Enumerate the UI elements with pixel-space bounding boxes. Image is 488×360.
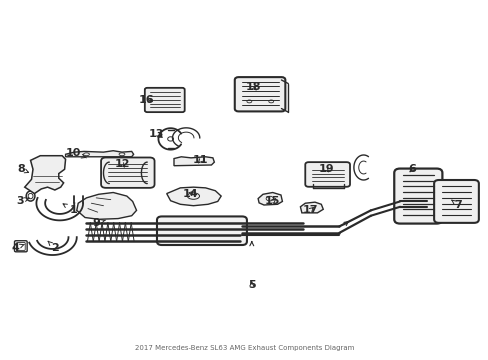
Polygon shape	[300, 202, 323, 213]
FancyBboxPatch shape	[157, 216, 246, 245]
Text: 4: 4	[11, 243, 24, 253]
Text: 15: 15	[264, 197, 280, 206]
Text: 9: 9	[92, 218, 105, 228]
FancyBboxPatch shape	[393, 168, 442, 224]
Polygon shape	[65, 151, 133, 157]
FancyBboxPatch shape	[234, 77, 285, 111]
Polygon shape	[174, 157, 214, 166]
Polygon shape	[166, 187, 221, 206]
Text: 18: 18	[245, 82, 261, 92]
Text: 13: 13	[148, 129, 163, 139]
Text: 17: 17	[302, 205, 317, 215]
Text: 12: 12	[114, 159, 129, 169]
Text: 5: 5	[247, 280, 255, 291]
Text: 8: 8	[17, 164, 28, 174]
Text: 3: 3	[16, 197, 29, 206]
FancyBboxPatch shape	[305, 162, 349, 187]
Text: 7: 7	[451, 200, 461, 210]
Text: 6: 6	[407, 164, 415, 174]
FancyBboxPatch shape	[144, 88, 184, 112]
Text: 2: 2	[48, 241, 59, 253]
Text: 10: 10	[65, 148, 86, 158]
Text: 14: 14	[182, 189, 198, 199]
Text: 2017 Mercedes-Benz SL63 AMG Exhaust Components Diagram: 2017 Mercedes-Benz SL63 AMG Exhaust Comp…	[135, 346, 353, 351]
Text: 1: 1	[63, 204, 77, 215]
Polygon shape	[25, 156, 65, 194]
Text: 19: 19	[318, 164, 333, 174]
Text: 16: 16	[138, 95, 154, 105]
Polygon shape	[77, 193, 136, 219]
Polygon shape	[258, 193, 282, 205]
FancyBboxPatch shape	[433, 180, 478, 223]
FancyBboxPatch shape	[101, 157, 154, 188]
Text: 11: 11	[193, 156, 208, 165]
